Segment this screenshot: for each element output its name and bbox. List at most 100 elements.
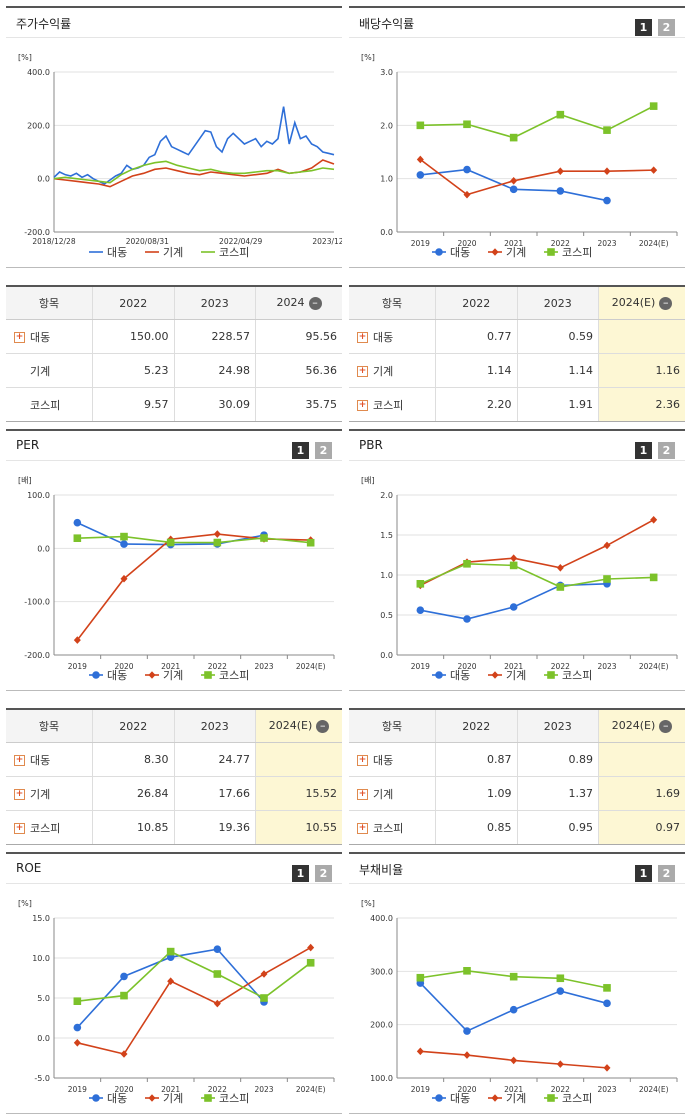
data-point xyxy=(148,671,156,679)
x-tick-label: 2021 xyxy=(504,662,523,671)
data-point xyxy=(603,126,611,134)
data-point xyxy=(416,973,425,982)
column-header: 2022 xyxy=(92,286,174,320)
collapse-column-icon[interactable]: – xyxy=(659,296,673,310)
data-point xyxy=(556,583,565,591)
expand-row-icon[interactable]: + xyxy=(357,400,368,411)
y-tick-label: 400.0 xyxy=(27,68,50,77)
legend-label: 코스피 xyxy=(219,669,249,682)
data-point xyxy=(491,671,499,679)
data-point xyxy=(603,196,611,205)
data-point xyxy=(556,167,564,175)
data-point xyxy=(435,248,443,256)
table-cell: 5.23 xyxy=(92,353,174,388)
y-tick-label: 3.0 xyxy=(380,68,393,77)
table-row: + 기계 1.14 1.14 1.16 xyxy=(349,353,685,388)
data-point xyxy=(213,999,221,1008)
y-tick-label: 0.0 xyxy=(37,175,50,184)
data-point xyxy=(307,943,315,952)
table-cell: 0.89 xyxy=(516,742,599,777)
expand-row-icon[interactable]: + xyxy=(357,332,368,343)
row-label: + 대동 xyxy=(349,742,436,777)
expand-row-icon[interactable]: + xyxy=(357,823,368,834)
expand-row-icon[interactable]: + xyxy=(357,366,368,377)
collapse-column-icon[interactable]: – xyxy=(308,296,322,310)
table-cell: 1.37 xyxy=(516,776,599,811)
panel-header: 주가수익률 xyxy=(6,6,342,38)
data-point xyxy=(556,987,565,995)
x-tick-label: 2019 xyxy=(411,239,430,248)
table-row: + 대동 0.77 0.59 xyxy=(349,319,685,354)
table-row: + 대동 8.30 24.77 xyxy=(6,742,342,777)
per-table: 항목 2022 2023 2024(E) – + 대동 8.30 24.77 + 기계 26.84 17… xyxy=(6,708,342,845)
y-tick-label: 5.0 xyxy=(37,994,50,1003)
chart-page-1-button[interactable]: 1 xyxy=(635,19,652,36)
expand-row-icon[interactable]: + xyxy=(14,755,25,766)
data-point xyxy=(73,997,82,1005)
table-row: + 기계 26.84 17.66 15.52 xyxy=(6,776,342,811)
chart-page-2-button[interactable]: 2 xyxy=(658,19,675,36)
y-tick-label: 100.0 xyxy=(370,1074,393,1083)
data-point xyxy=(120,540,128,548)
table-row: 기계 5.23 24.98 56.36 xyxy=(6,353,342,388)
table-cell: 1.91 xyxy=(516,387,599,422)
collapse-column-icon[interactable]: – xyxy=(316,719,330,733)
legend-label: 대동 xyxy=(107,1092,127,1105)
expand-row-icon[interactable]: + xyxy=(14,332,25,343)
series-line xyxy=(77,950,312,1002)
axis-unit-label: [%] xyxy=(18,899,32,908)
data-point xyxy=(148,1094,156,1102)
data-point xyxy=(463,1027,471,1035)
table-cell: 2.20 xyxy=(435,387,517,422)
expand-row-icon[interactable]: + xyxy=(14,789,25,800)
data-point xyxy=(509,972,518,981)
collapse-column-icon[interactable]: – xyxy=(659,719,673,733)
row-label: + 코스피 xyxy=(349,387,436,422)
chart-page-1-button[interactable]: 1 xyxy=(292,865,309,882)
table-cell: 0.85 xyxy=(435,810,517,845)
data-point xyxy=(92,671,100,679)
chart-page-2-button[interactable]: 2 xyxy=(315,442,332,459)
expand-row-icon[interactable]: + xyxy=(357,755,368,766)
data-point xyxy=(463,165,471,174)
legend-label: 코스피 xyxy=(562,669,592,682)
table-cell xyxy=(598,742,685,777)
chart-page-1-button[interactable]: 1 xyxy=(635,865,652,882)
series-line xyxy=(77,946,312,1055)
panel-title: 배당수익률 xyxy=(359,17,415,31)
data-point xyxy=(166,947,175,956)
table-cell: 19.36 xyxy=(173,810,256,845)
chart-page-1-button[interactable]: 1 xyxy=(635,442,652,459)
chart-page-2-button[interactable]: 2 xyxy=(658,442,675,459)
y-tick-label: 0.0 xyxy=(380,651,393,660)
per-chart: [배] 100.0 0.0 -100.0 -200.0 2019 2020 2021 2022 2… xyxy=(18,476,335,682)
data-point xyxy=(603,167,611,175)
chart-page-2-button[interactable]: 2 xyxy=(658,865,675,882)
expand-row-icon[interactable]: + xyxy=(14,823,25,834)
table-cell: 15.52 xyxy=(255,776,342,811)
y-tick-label: 0.5 xyxy=(380,611,393,620)
x-tick-label: 2020 xyxy=(457,662,476,671)
column-header: 2023 xyxy=(516,709,599,743)
data-point xyxy=(260,534,268,542)
column-header: 항목 xyxy=(349,286,436,320)
data-point xyxy=(603,999,611,1008)
panel-title: PER xyxy=(16,438,40,452)
data-point xyxy=(416,121,425,130)
table-cell: 1.14 xyxy=(435,353,517,388)
data-point xyxy=(73,1039,81,1047)
data-point xyxy=(556,1060,564,1068)
table-cell: 0.87 xyxy=(435,742,517,777)
y-tick-label: 1.0 xyxy=(380,175,393,184)
series-line xyxy=(420,105,655,139)
legend-label: 코스피 xyxy=(562,246,592,259)
data-point xyxy=(509,185,518,194)
expand-row-icon[interactable]: + xyxy=(357,789,368,800)
chart-page-2-button[interactable]: 2 xyxy=(315,865,332,882)
chart-page-1-button[interactable]: 1 xyxy=(292,442,309,459)
y-tick-label: 1.5 xyxy=(380,531,393,540)
axis-unit-label: [배] xyxy=(361,476,375,485)
series-line xyxy=(420,562,654,588)
